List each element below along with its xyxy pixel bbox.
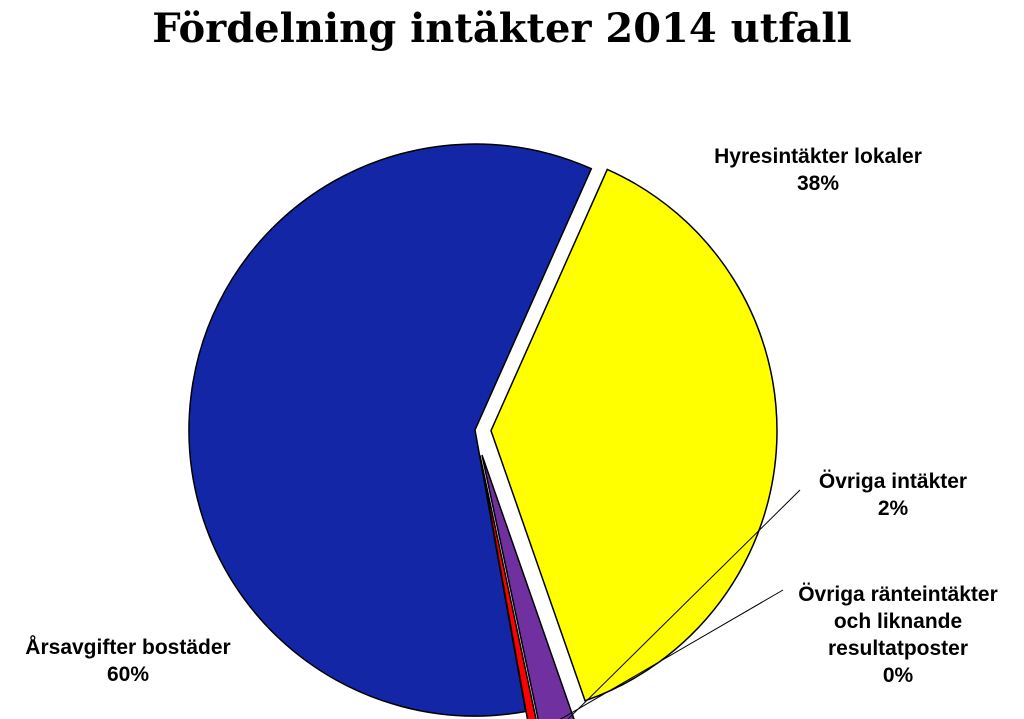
label-ovriga-intakter: Övriga intäkter 2% bbox=[819, 470, 967, 520]
slice-ovriga-intakter bbox=[481, 454, 575, 719]
leader-line-ovriga-intakter bbox=[567, 489, 801, 719]
label-hyresintakter-lokaler: Hyresintäkter lokaler 38% bbox=[714, 145, 922, 195]
label-ovriga-ranteintakter: Övriga ränteintäkter och liknande resultat… bbox=[798, 583, 998, 687]
chart-title: Fördelning intäkter 2014 utfall bbox=[152, 5, 851, 52]
slice-labels: Hyresintäkter lokaler 38% Övriga intäkter 2… bbox=[25, 145, 997, 687]
pie-slices bbox=[188, 143, 778, 719]
leader-lines bbox=[559, 489, 801, 719]
leader-line-ovriga-ranteintakter bbox=[559, 589, 784, 719]
slice-arsavgifter-bostader bbox=[188, 143, 593, 717]
slice-hyresintakter-lokaler bbox=[490, 168, 778, 702]
label-arsavgifter-bostader: Årsavgifter bostäder 60% bbox=[25, 635, 230, 686]
